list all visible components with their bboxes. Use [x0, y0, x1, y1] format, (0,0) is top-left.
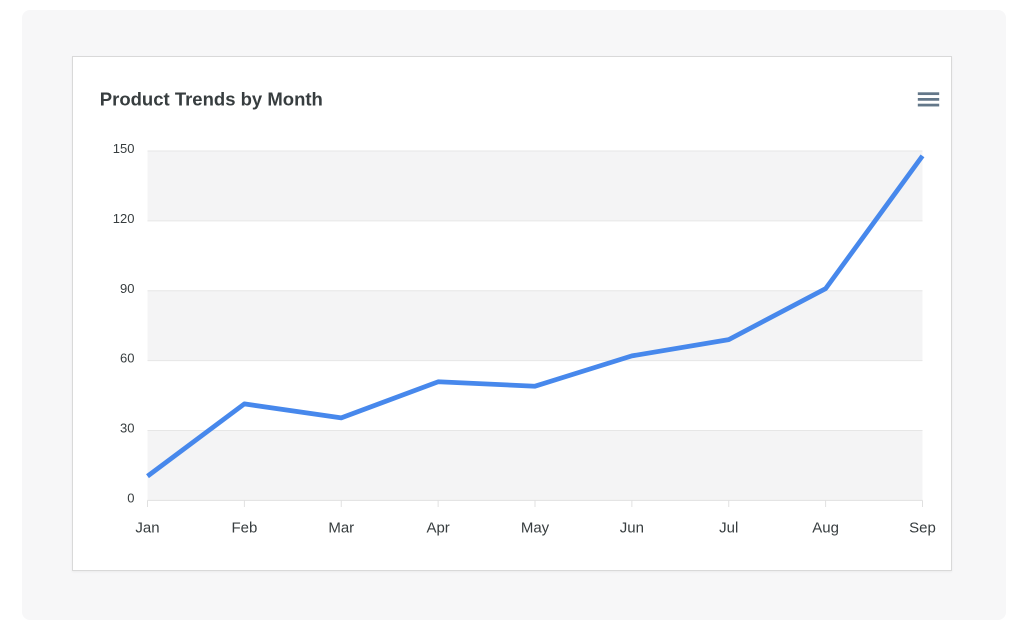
svg-text:150: 150 [113, 141, 135, 156]
svg-text:Jun: Jun [620, 520, 644, 537]
svg-text:60: 60 [120, 351, 134, 366]
svg-text:Product Trends by Month: Product Trends by Month [100, 88, 323, 109]
svg-text:Jan: Jan [135, 520, 159, 537]
svg-text:90: 90 [120, 281, 134, 296]
svg-text:Mar: Mar [328, 520, 354, 537]
svg-text:May: May [521, 520, 550, 537]
svg-text:Sep: Sep [909, 520, 936, 537]
svg-text:Aug: Aug [812, 520, 839, 537]
svg-text:Apr: Apr [426, 520, 449, 537]
svg-text:0: 0 [127, 490, 134, 505]
svg-text:120: 120 [113, 211, 135, 226]
svg-text:Feb: Feb [231, 520, 257, 537]
svg-text:Jul: Jul [719, 520, 738, 537]
svg-text:30: 30 [120, 421, 134, 436]
